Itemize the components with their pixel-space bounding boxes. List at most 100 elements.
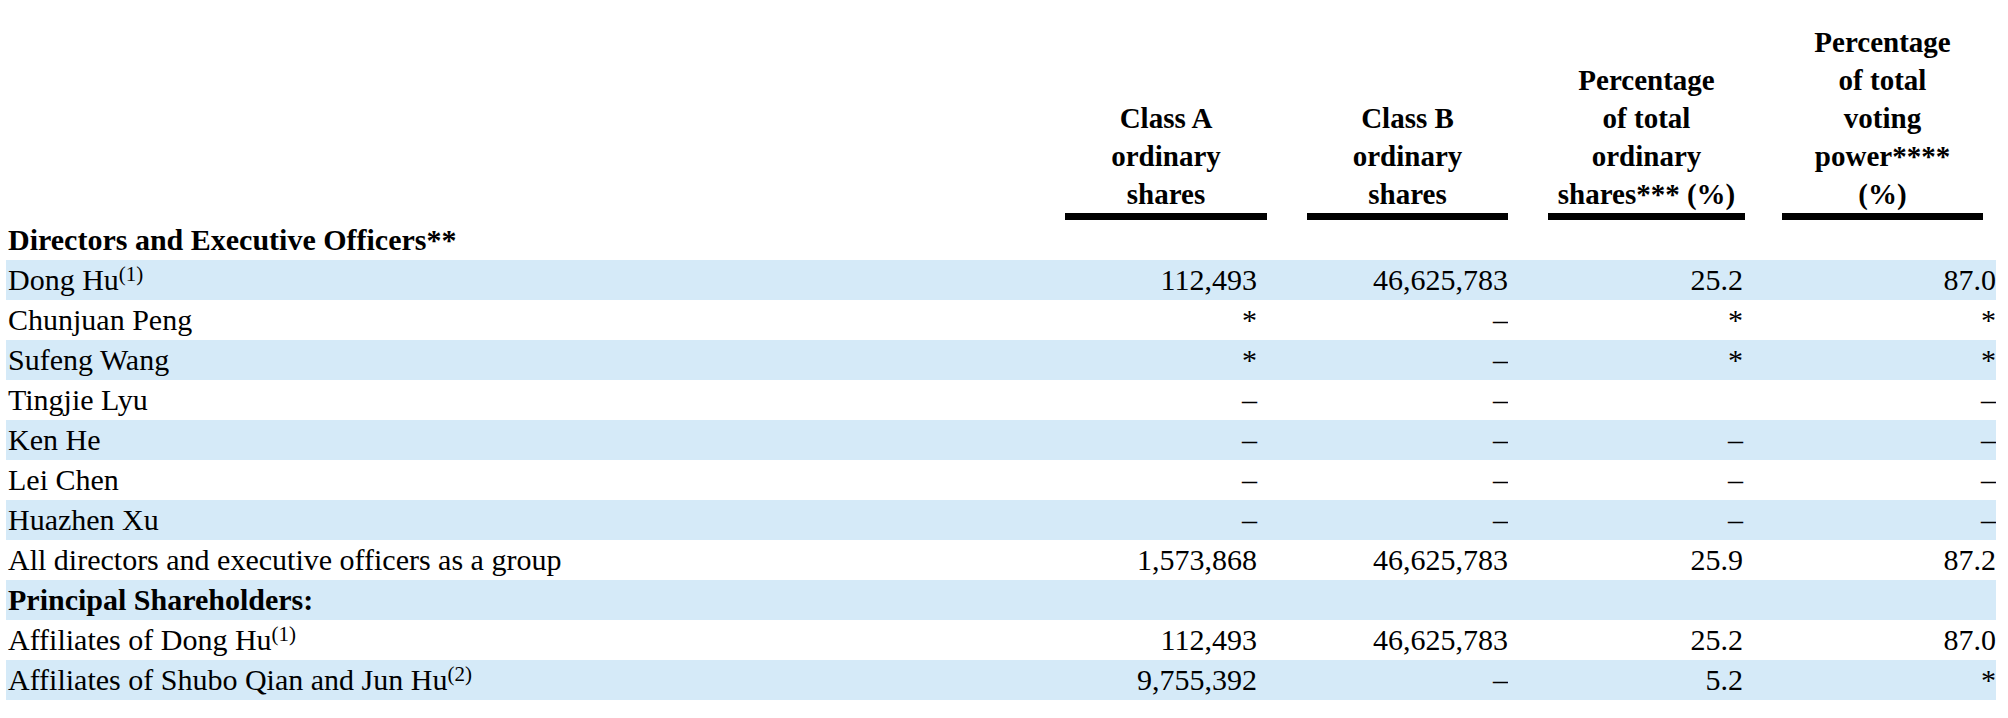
value-cell: 25.9 <box>1548 540 1745 580</box>
cell-gap <box>1508 420 1548 460</box>
table-row: Affiliates of Dong Hu(1)112,49346,625,78… <box>6 620 1996 660</box>
header-underline <box>1307 213 1508 220</box>
value-cell: 112,493 <box>1065 260 1267 300</box>
cell-gap <box>1745 420 1782 460</box>
value-cell: – <box>1307 660 1508 700</box>
column-header-1: Class Aordinaryshares <box>1065 0 1267 220</box>
value-cell: * <box>1065 340 1267 380</box>
value-cell: – <box>1782 500 1996 540</box>
row-label: Ken He <box>6 420 1065 460</box>
footnote-marker: (1) <box>119 262 144 286</box>
value-cell: – <box>1307 500 1508 540</box>
table-header: Class AordinarysharesClass Bordinaryshar… <box>6 0 1996 220</box>
value-cell: – <box>1782 420 1996 460</box>
value-cell: – <box>1065 380 1267 420</box>
value-cell: – <box>1307 380 1508 420</box>
value-cell: – <box>1307 300 1508 340</box>
cell-gap <box>1745 260 1782 300</box>
column-header-3: Percentageof totalordinaryshares*** (%) <box>1548 0 1745 220</box>
holder-name: Chunjuan Peng <box>8 303 192 336</box>
column-header-line: shares <box>1065 175 1267 213</box>
column-header-line: ordinary <box>1548 137 1745 175</box>
cell-gap <box>1508 260 1548 300</box>
table-row: Tingjie Lyu––– <box>6 380 1996 420</box>
column-header-line: ordinary <box>1065 137 1267 175</box>
value-cell: – <box>1065 420 1267 460</box>
header-underline <box>1782 213 1983 220</box>
value-cell: 1,573,868 <box>1065 540 1267 580</box>
table-row: All directors and executive officers as … <box>6 540 1996 580</box>
value-cell: – <box>1307 340 1508 380</box>
cell-gap <box>1508 300 1548 340</box>
cell-gap <box>1267 460 1307 500</box>
table-row: Huazhen Xu–––– <box>6 500 1996 540</box>
column-gap <box>1745 0 1782 220</box>
value-cell: – <box>1548 420 1745 460</box>
cell-gap <box>1267 420 1307 460</box>
cell-gap <box>1508 460 1548 500</box>
holder-name: Ken He <box>8 423 100 456</box>
column-header-line: of total <box>1782 61 1983 99</box>
column-header-line: (%) <box>1782 175 1983 213</box>
table-row: Chunjuan Peng*–** <box>6 300 1996 340</box>
value-cell: * <box>1782 660 1996 700</box>
holder-name: Sufeng Wang <box>8 343 169 376</box>
row-label: Lei Chen <box>6 460 1065 500</box>
value-cell: 9,755,392 <box>1065 660 1267 700</box>
column-header-lines: Percentageof totalvotingpower****(%) <box>1782 23 1983 213</box>
value-cell: – <box>1307 420 1508 460</box>
value-cell: – <box>1548 500 1745 540</box>
row-label: Sufeng Wang <box>6 340 1065 380</box>
name-column-header <box>6 0 1065 220</box>
column-header-line: shares <box>1307 175 1508 213</box>
holder-name: Tingjie Lyu <box>8 383 148 416</box>
cell-gap <box>1267 540 1307 580</box>
document-page: Class AordinarysharesClass Bordinaryshar… <box>0 0 2008 718</box>
value-cell: 46,625,783 <box>1307 260 1508 300</box>
beneficial-ownership-table: Class AordinarysharesClass Bordinaryshar… <box>6 0 1996 700</box>
column-gap <box>1508 0 1548 220</box>
value-cell: * <box>1065 300 1267 340</box>
column-header-line: ordinary <box>1307 137 1508 175</box>
value-cell: 87.0 <box>1782 620 1996 660</box>
cell-gap <box>1745 340 1782 380</box>
header-underline <box>1548 213 1745 220</box>
column-header-line: Percentage <box>1548 61 1745 99</box>
table-row: Dong Hu(1)112,49346,625,78325.287.0 <box>6 260 1996 300</box>
column-header-2: Class Bordinaryshares <box>1307 0 1508 220</box>
cell-gap <box>1267 620 1307 660</box>
column-header-lines: Class Bordinaryshares <box>1307 99 1508 213</box>
value-cell: 87.2 <box>1782 540 1996 580</box>
holder-name: Affiliates of Shubo Qian and Jun Hu <box>8 663 447 696</box>
value-cell: – <box>1782 380 1996 420</box>
cell-gap <box>1745 540 1782 580</box>
holder-name: Affiliates of Dong Hu <box>8 623 272 656</box>
column-header-line: of total <box>1548 99 1745 137</box>
value-cell: 112,493 <box>1065 620 1267 660</box>
column-header-lines: Class Aordinaryshares <box>1065 99 1267 213</box>
value-cell: 46,625,783 <box>1307 540 1508 580</box>
cell-gap <box>1745 460 1782 500</box>
column-header-line: power**** <box>1782 137 1983 175</box>
cell-gap <box>1508 340 1548 380</box>
column-header-line: Class A <box>1065 99 1267 137</box>
value-cell: 25.2 <box>1548 620 1745 660</box>
value-cell: – <box>1065 500 1267 540</box>
cell-gap <box>1267 260 1307 300</box>
row-label: All directors and executive officers as … <box>6 540 1065 580</box>
footnote-marker: (1) <box>272 622 297 646</box>
column-header-line: shares*** (%) <box>1548 175 1745 213</box>
table-row: Affiliates of Shubo Qian and Jun Hu(2)9,… <box>6 660 1996 700</box>
row-label: Dong Hu(1) <box>6 260 1065 300</box>
section-row: Directors and Executive Officers** <box>6 220 1996 260</box>
cell-gap <box>1745 380 1782 420</box>
value-cell: 5.2 <box>1548 660 1745 700</box>
cell-gap <box>1508 500 1548 540</box>
column-header-line: Class B <box>1307 99 1508 137</box>
cell-gap <box>1745 500 1782 540</box>
holder-name: Huazhen Xu <box>8 503 159 536</box>
section-heading: Principal Shareholders: <box>6 580 1996 620</box>
row-label: Affiliates of Shubo Qian and Jun Hu(2) <box>6 660 1065 700</box>
cell-gap <box>1508 540 1548 580</box>
value-cell: – <box>1782 460 1996 500</box>
